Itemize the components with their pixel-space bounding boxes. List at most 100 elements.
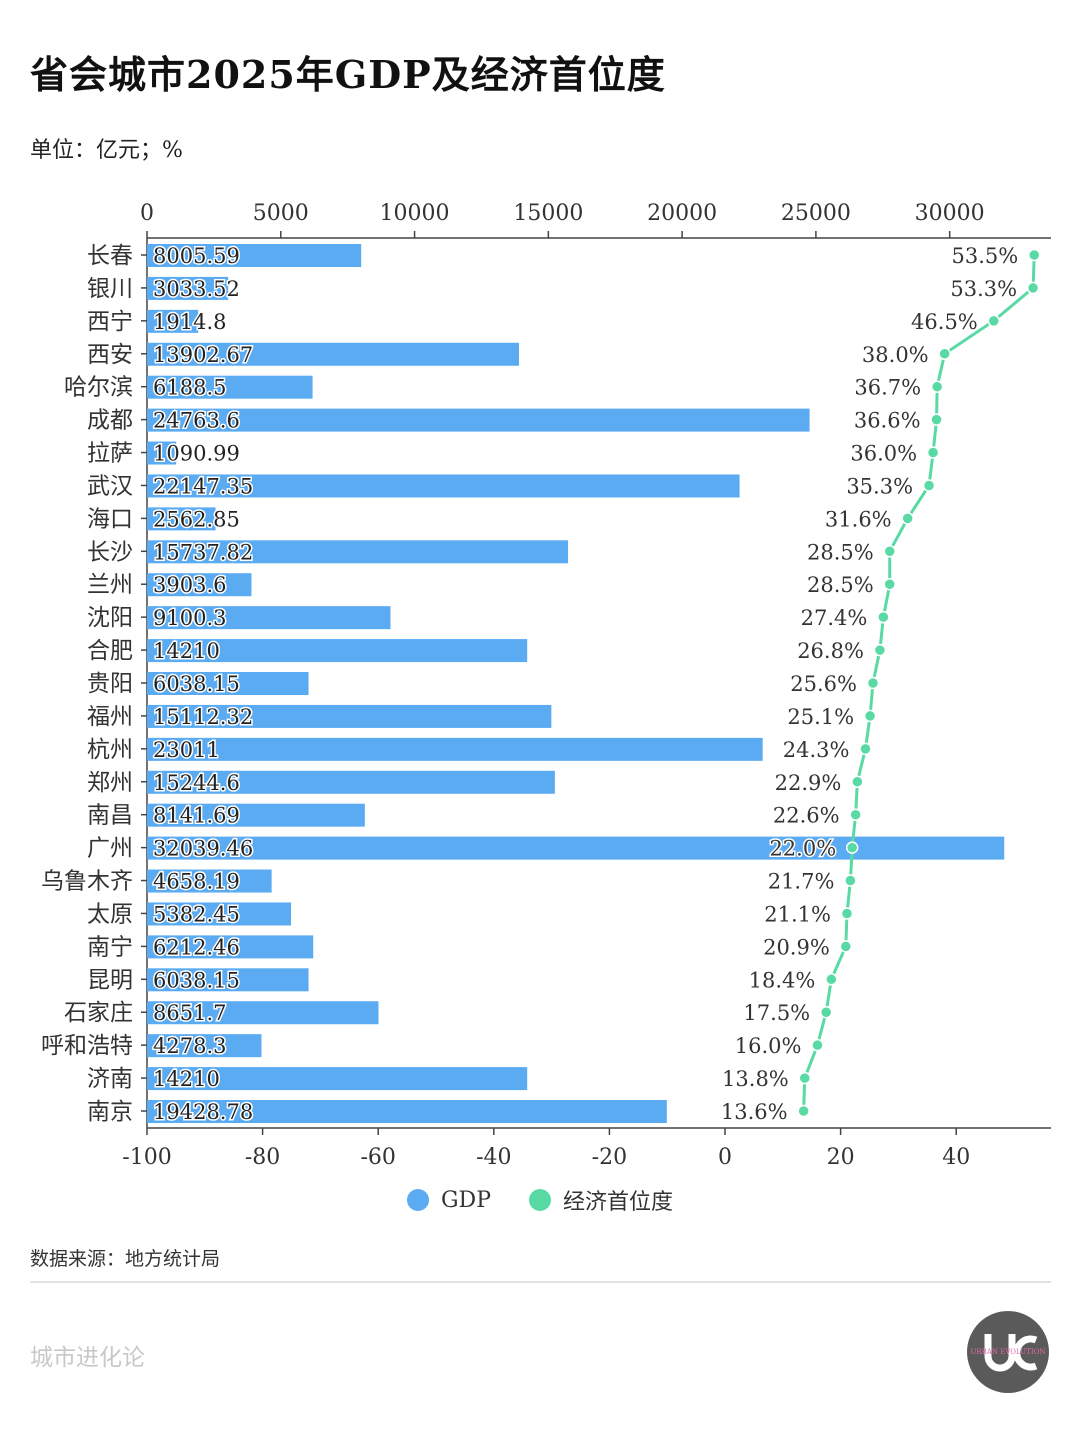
gdp-bar[interactable] (147, 935, 314, 959)
primacy-point[interactable] (873, 643, 887, 657)
category-label: 昆明 (87, 967, 133, 993)
x-top-tick-label: 25000 (781, 201, 851, 226)
gdp-bar[interactable] (147, 869, 272, 893)
gdp-bar[interactable] (147, 507, 216, 531)
primacy-point[interactable] (845, 841, 859, 854)
gdp-bar[interactable] (147, 606, 391, 630)
gdp-bar[interactable] (147, 770, 555, 794)
gdp-value-label: 23011 (153, 738, 220, 762)
x-top-tick-label: 30000 (915, 201, 985, 226)
primacy-point[interactable] (849, 808, 862, 821)
gdp-value-label: 14210 (153, 1067, 220, 1091)
primacy-value-label: 36.7% (854, 376, 921, 400)
primacy-value-label: 16.0% (735, 1034, 802, 1058)
x-top-tick-label: 5000 (253, 201, 309, 226)
category-label: 乌鲁木齐 (41, 869, 133, 895)
gdp-bar[interactable] (147, 803, 365, 827)
gdp-bar[interactable] (147, 276, 229, 300)
gdp-bar[interactable] (147, 1034, 262, 1058)
gdp-bar[interactable] (147, 737, 763, 761)
primacy-point[interactable] (883, 545, 896, 558)
primacy-value-label: 22.0% (769, 837, 836, 861)
primacy-value-label: 28.5% (807, 573, 874, 597)
category-label: 广州 (87, 836, 133, 862)
gdp-bar[interactable] (147, 836, 1005, 860)
gdp-bar[interactable] (147, 639, 528, 663)
gdp-bar[interactable] (147, 672, 309, 695)
gdp-bar[interactable] (147, 902, 292, 926)
category-label: 南昌 (87, 803, 133, 829)
primacy-point[interactable] (851, 775, 864, 789)
gdp-bar[interactable] (147, 309, 199, 333)
gdp-bar[interactable] (147, 441, 177, 465)
category-label: 兰州 (87, 572, 133, 598)
primacy-point[interactable] (844, 874, 857, 887)
primacy-point[interactable] (901, 512, 914, 525)
primacy-point[interactable] (938, 347, 951, 361)
primacy-point[interactable] (811, 1038, 824, 1052)
gdp-value-label: 4658.19 (153, 870, 240, 894)
gdp-bar[interactable] (147, 408, 810, 432)
legend-marker-primacy (529, 1189, 551, 1211)
gdp-value-label: 3903.6 (153, 573, 226, 597)
x-top-tick-label: 20000 (647, 201, 717, 226)
primacy-point[interactable] (930, 413, 943, 426)
primacy-value-label: 31.6% (825, 507, 892, 531)
primacy-point[interactable] (1027, 248, 1041, 262)
legend-item-gdp[interactable]: GDP (406, 1184, 491, 1216)
primacy-point[interactable] (840, 907, 854, 920)
primacy-point[interactable] (1026, 281, 1040, 295)
x-bottom-tick-label: 40 (942, 1145, 970, 1170)
primacy-point[interactable] (839, 940, 853, 953)
primacy-point[interactable] (877, 610, 890, 624)
gdp-value-label: 32039.46 (153, 837, 253, 861)
gdp-bar[interactable] (147, 375, 313, 399)
primacy-point[interactable] (825, 973, 838, 986)
gdp-value-label: 15737.82 (153, 540, 253, 564)
gdp-bar[interactable] (147, 474, 740, 498)
gdp-bar[interactable] (147, 704, 552, 728)
gdp-value-label: 6038.15 (153, 968, 240, 992)
x-bottom-tick-label: -40 (476, 1145, 511, 1170)
legend-item-primacy[interactable]: 经济首位度 (529, 1184, 673, 1216)
primacy-point[interactable] (859, 742, 872, 756)
primacy-point[interactable] (883, 577, 896, 591)
primacy-point[interactable] (863, 709, 877, 723)
chart-area: 0 5000 10000 15000 20000 25000 30000 -100 -80 -60… (41, 201, 1051, 1170)
primacy-point[interactable] (819, 1005, 833, 1019)
primacy-point[interactable] (926, 446, 940, 459)
primacy-point[interactable] (866, 676, 880, 690)
x-bottom-tick-label: 0 (718, 1145, 732, 1170)
gdp-value-label: 24763.6 (153, 409, 240, 433)
gdp-value-label: 14210 (153, 639, 220, 663)
primacy-point[interactable] (930, 380, 944, 393)
category-label: 太原 (87, 901, 133, 927)
gdp-bar[interactable] (147, 342, 519, 366)
gdp-value-label: 13902.67 (153, 343, 253, 367)
gdp-bar[interactable] (147, 1100, 667, 1123)
category-label: 西安 (87, 342, 133, 368)
gdp-bar[interactable] (147, 540, 569, 564)
gdp-value-label: 15112.32 (153, 705, 253, 729)
primacy-point[interactable] (987, 314, 1001, 328)
gdp-bar[interactable] (147, 968, 309, 992)
gdp-bar[interactable] (147, 573, 252, 597)
gdp-bar[interactable] (147, 1067, 528, 1091)
category-label: 南宁 (87, 934, 133, 960)
primacy-value-label: 13.6% (721, 1100, 788, 1124)
category-label: 石家庄 (64, 1000, 133, 1026)
x-bottom-tick-label: -80 (245, 1145, 280, 1170)
gdp-value-label: 2562.85 (153, 507, 240, 531)
gdp-bar[interactable] (147, 244, 362, 267)
primacy-value-label: 26.8% (797, 639, 864, 663)
primacy-point[interactable] (922, 479, 936, 492)
category-label: 南京 (87, 1099, 133, 1125)
primacy-point[interactable] (797, 1104, 810, 1118)
primacy-value-label: 25.1% (787, 705, 854, 729)
category-label: 郑州 (87, 770, 133, 796)
primacy-point[interactable] (798, 1071, 812, 1085)
primacy-value-label: 38.0% (862, 343, 929, 367)
gdp-value-label: 19428.78 (153, 1100, 253, 1124)
gdp-bar[interactable] (147, 1001, 379, 1025)
x-bottom-tick-label: 20 (827, 1145, 855, 1170)
